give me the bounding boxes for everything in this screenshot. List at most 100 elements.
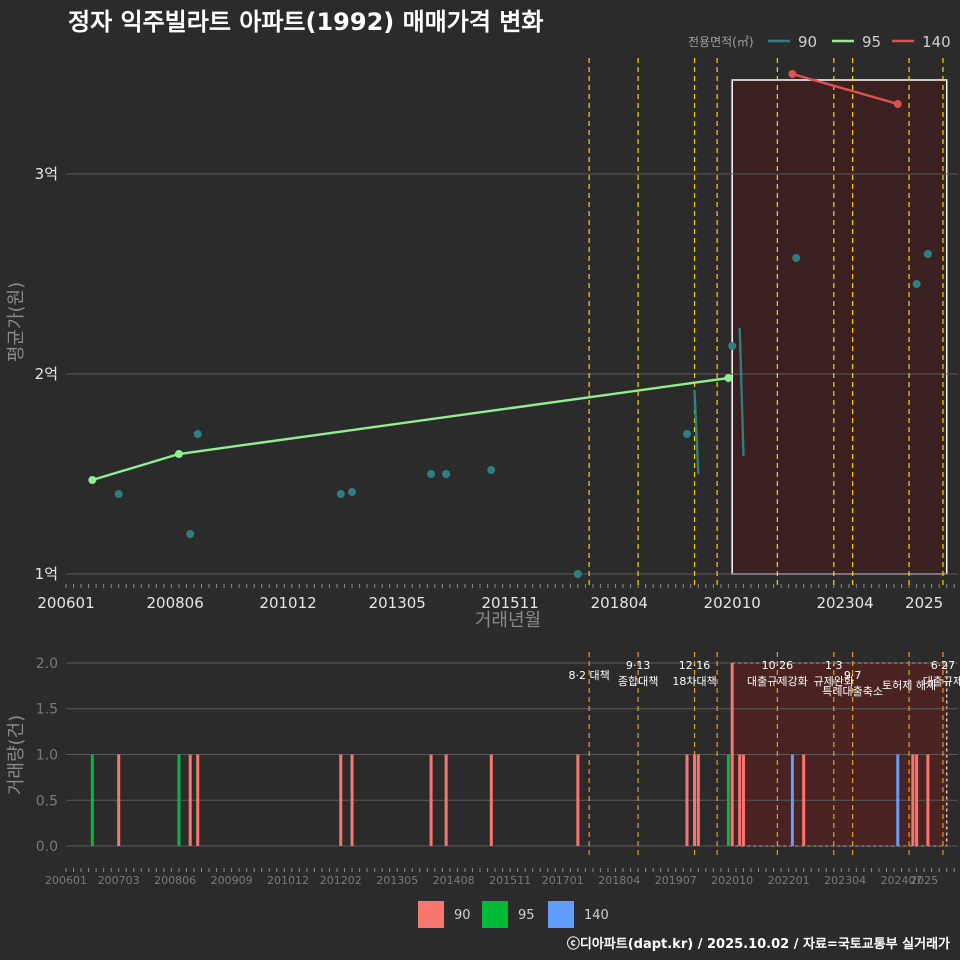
- point-95: [88, 476, 97, 484]
- bar-legend-swatch-95: [482, 901, 508, 928]
- footer-credit: ⓒ디아파트(dapt.kr) / 2025.10.02 / 자료=국토교통부 실…: [567, 936, 950, 952]
- volume-x-tick-label: 200806: [154, 874, 196, 887]
- policy-annotation: 12·16: [679, 659, 711, 672]
- policy-annotation: 특례대출축소: [822, 685, 883, 698]
- series-line-95: [91, 376, 729, 482]
- volume-x-tick-label: 200909: [211, 874, 253, 887]
- point-90: [442, 470, 451, 478]
- volume-x-tick-label: 201804: [598, 874, 640, 887]
- x-tick-label: 202010: [704, 594, 761, 612]
- bar-legend-label-140: 140: [584, 908, 609, 923]
- bar-legend-label-90: 90: [454, 908, 471, 923]
- bar-legend-swatch-90: [418, 901, 444, 928]
- point-90: [792, 254, 801, 262]
- x-tick-label: 2025: [905, 594, 943, 612]
- volume-x-tick-label: 202201: [768, 874, 810, 887]
- volume-bar-140: [896, 754, 900, 847]
- volume-bar-90: [576, 754, 580, 847]
- volume-bar-90: [117, 754, 121, 847]
- x-tick-label: 202304: [816, 594, 873, 612]
- x-tick-label: 201511: [481, 594, 538, 612]
- policy-annotation: 대출규제: [923, 675, 960, 688]
- volume-bar-95: [90, 754, 94, 847]
- x-axis-title: 거래년월: [475, 610, 541, 631]
- volume-x-tick-label: 202010: [711, 874, 753, 887]
- point-90: [186, 530, 195, 538]
- point-90: [923, 250, 932, 258]
- volume-bar-90: [911, 754, 915, 847]
- point-95: [174, 450, 183, 458]
- point-90: [336, 490, 345, 498]
- volume-x-tick-label: 201305: [376, 874, 418, 887]
- volume-x-tick-label: 200601: [45, 874, 87, 887]
- line-legend: 전용면적(㎡) 90 95 140: [688, 33, 951, 51]
- volume-bar-95: [177, 754, 181, 847]
- volume-bar-90: [188, 754, 192, 847]
- highlight-box: [731, 79, 948, 575]
- point-90: [573, 570, 582, 578]
- point-90: [193, 430, 202, 438]
- point-90: [348, 488, 357, 496]
- volume-bar-90: [693, 754, 697, 847]
- x-tick-label: 200806: [147, 594, 204, 612]
- volume-bar-90: [738, 754, 742, 847]
- point-90: [912, 280, 921, 288]
- volume-y-tick-label: 0.0: [36, 839, 58, 855]
- price-panel: 1억 2억 3억 200601 200806 201012 201305 201511 2018…: [35, 58, 958, 612]
- volume-y-tick-label: 1.5: [36, 702, 58, 718]
- policy-annotation: 8·2 대책: [569, 669, 610, 682]
- legend-label-95: 95: [862, 33, 881, 51]
- bar-legend-swatch-140: [548, 901, 574, 928]
- point-90: [427, 470, 436, 478]
- volume-bar-95: [726, 754, 730, 847]
- policy-annotation: 9·13: [626, 659, 651, 672]
- policy-annotation: 토허제 해제: [882, 678, 936, 692]
- series-line-140: [792, 72, 899, 106]
- volume-bar-90: [685, 754, 689, 847]
- policy-annotation: 대출규제강화: [747, 675, 808, 688]
- point-90: [487, 466, 496, 474]
- volume-bar-90: [802, 754, 806, 847]
- volume-bar-90: [730, 662, 734, 847]
- policy-annotation: 1·3: [825, 659, 843, 672]
- volume-x-tick-label: 201511: [489, 874, 531, 887]
- volume-x-tick-label: 2025: [910, 874, 938, 887]
- volume-x-tick-label: 200703: [98, 874, 140, 887]
- point-140: [893, 100, 902, 108]
- policy-annotation: 18차대책: [672, 675, 716, 688]
- volume-x-tick-label: 202304: [824, 874, 866, 887]
- volume-bar-90: [489, 754, 493, 847]
- x-tick-label: 200601: [37, 594, 94, 612]
- point-90: [728, 342, 737, 350]
- policy-annotation: 종합대책: [618, 675, 658, 688]
- volume-y-tick-label: 0.5: [36, 793, 58, 809]
- policy-annotation: 9·7: [844, 669, 862, 682]
- volume-x-tick-label: 202407: [881, 874, 923, 887]
- point-140: [788, 70, 797, 78]
- volume-y-axis-title: 거래량(건): [6, 715, 27, 795]
- y-axis-title: 평균가(원): [6, 282, 27, 362]
- volume-bar-90: [696, 754, 700, 847]
- volume-bar-90: [339, 754, 343, 847]
- legend-title: 전용면적(㎡): [688, 35, 754, 49]
- bar-legend: 90 95 140: [418, 901, 609, 928]
- volume-panel: 0.0 0.5 1.0 1.5 2.0 200601 200703 200806 200909 2…: [36, 652, 960, 887]
- volume-x-tick-label: 201202: [320, 874, 362, 887]
- y-tick-label: 1억: [35, 565, 58, 583]
- volume-bar-90: [350, 754, 354, 847]
- series-line-90: [738, 327, 745, 457]
- volume-bar-90: [429, 754, 433, 847]
- x-tick-label: 201305: [369, 594, 426, 612]
- volume-bar-90: [444, 754, 448, 847]
- y-tick-label: 2억: [35, 365, 58, 383]
- volume-bar-90: [926, 754, 930, 847]
- volume-x-tick-label: 201701: [542, 874, 584, 887]
- bar-legend-label-95: 95: [518, 908, 535, 923]
- volume-bar-140: [790, 754, 794, 847]
- volume-bar-90: [915, 754, 919, 847]
- x-tick-label: 201804: [591, 594, 648, 612]
- point-90: [114, 490, 123, 498]
- series-line-90: [693, 389, 700, 475]
- policy-annotation: 규제완화: [814, 675, 854, 688]
- policy-annotation: 10·26: [762, 659, 794, 672]
